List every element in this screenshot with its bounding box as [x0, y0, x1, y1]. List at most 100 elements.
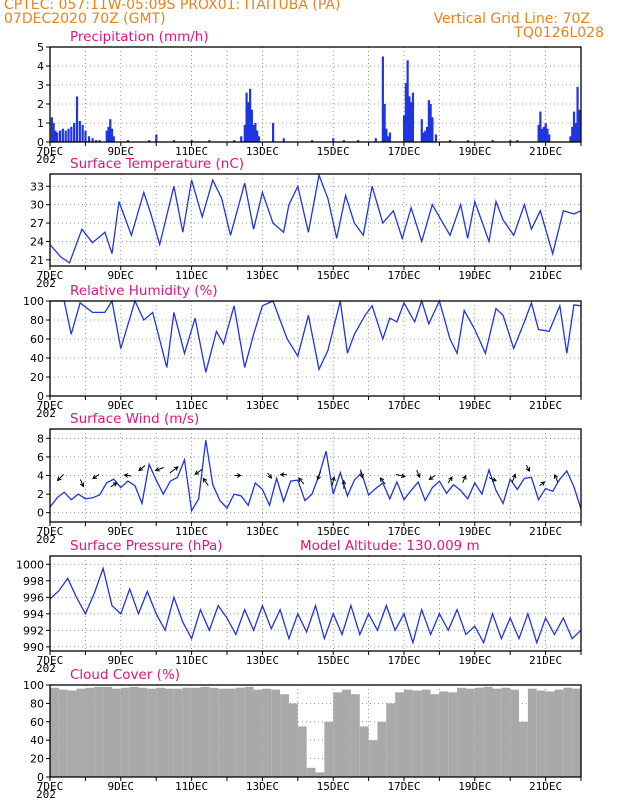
x-tick-label: 21DEC	[529, 145, 562, 158]
wind-arrow-head	[359, 473, 365, 479]
cloud-bar	[315, 772, 325, 777]
wind-arrow	[138, 465, 146, 471]
wind-arrow-head	[138, 466, 144, 472]
y-tick-label: 24	[30, 235, 44, 248]
precip-bar	[449, 140, 452, 142]
x-tick-label: 21DEC	[529, 654, 562, 667]
x-tick-label: 15DEC	[317, 525, 350, 538]
cloud-bar	[209, 687, 219, 777]
y-tick-label: 992	[23, 624, 44, 637]
cloud-bar	[377, 721, 387, 777]
cloud-bar	[76, 688, 86, 777]
x-tick-label: 19DEC	[458, 269, 491, 282]
precip-bar	[190, 140, 193, 142]
x-tick-label: 13DEC	[246, 399, 279, 412]
x-tick-label: 15DEC	[317, 145, 350, 158]
wind-arrow-head	[428, 475, 434, 480]
x-tick-label: 21DEC	[529, 269, 562, 282]
precip-bar	[148, 140, 151, 142]
precip-bar	[406, 60, 409, 142]
wind-arrow	[511, 474, 516, 483]
y-tick-label: 0	[37, 390, 44, 403]
cloud-bar	[448, 692, 458, 777]
x-year-label: 202	[36, 533, 56, 546]
precip-bar	[67, 128, 70, 142]
wind-arrow-head	[341, 479, 347, 485]
precip-bar	[75, 96, 79, 142]
cloud-bar	[138, 687, 148, 777]
wind-arrow-head	[173, 466, 179, 471]
y-tick-label: 6	[37, 451, 44, 464]
x-tick-label: 7DEC	[37, 525, 64, 538]
x-tick-label: 9DEC	[108, 654, 135, 667]
y-tick-label: 60	[30, 333, 44, 346]
cloud-bar	[439, 691, 449, 777]
y-tick-label: 20	[30, 753, 44, 766]
cloud-bar	[235, 687, 245, 777]
precip-bar	[247, 102, 250, 142]
precip-bar	[84, 130, 87, 142]
wind-arrow-head	[56, 476, 62, 482]
x-tick-label: 13DEC	[246, 525, 279, 538]
precip-bar	[282, 138, 285, 142]
cloud-bar	[191, 687, 201, 777]
precip-bar	[408, 96, 411, 142]
precip-bar	[410, 102, 413, 142]
x-tick-label: 21DEC	[529, 525, 562, 538]
wind-arrow	[331, 476, 335, 486]
precip-bar	[422, 132, 425, 142]
wind-arrow-head	[416, 473, 421, 479]
precip-bar	[569, 136, 572, 142]
panel-title: Precipitation (mm/h)	[70, 29, 209, 45]
y-tick-label: 20	[30, 371, 44, 384]
wind-arrow	[194, 468, 203, 475]
precip-bar	[542, 126, 546, 142]
wind-arrow	[429, 474, 436, 480]
x-tick-label: 9DEC	[108, 269, 135, 282]
header-model-code: TQ0126L028	[514, 25, 604, 41]
precip-bar	[245, 92, 248, 142]
y-tick-label: 1000	[16, 558, 44, 571]
precip-bar	[95, 140, 98, 142]
panel-title: Cloud Cover (%)	[70, 667, 180, 683]
x-tick-label: 9DEC	[108, 145, 135, 158]
wind-arrow-head	[236, 473, 242, 478]
y-tick-label: 0	[37, 507, 44, 520]
precip-bar	[54, 130, 57, 142]
plot-frame	[49, 428, 582, 523]
precip-bar	[107, 126, 110, 142]
precip-bar	[424, 130, 427, 142]
precip-bar	[571, 126, 574, 142]
precip-bar	[98, 140, 101, 142]
wind-arrow-head	[92, 474, 98, 480]
wind-arrow	[447, 476, 453, 484]
x-tick-label: 11DEC	[175, 269, 208, 282]
precip-bar	[256, 130, 259, 142]
cloud-bar	[288, 703, 298, 777]
cloud-bar	[545, 691, 555, 777]
plot-frame	[49, 173, 582, 267]
precip-bar	[81, 124, 84, 142]
x-tick-label: 7DEC	[37, 399, 64, 412]
precip-bar	[426, 126, 429, 142]
cloud-bar	[165, 688, 174, 777]
cloud-bar	[404, 689, 413, 777]
cloud-bar	[280, 694, 289, 777]
x-tick-label: 13DEC	[246, 780, 279, 793]
precip-bar	[411, 92, 415, 142]
header-date: 07DEC2020 70Z (GMT)	[4, 11, 166, 27]
wind-arrow	[202, 478, 209, 486]
precip-bar	[403, 115, 406, 142]
cloud-bar	[253, 689, 263, 777]
wind-arrow-head	[154, 467, 160, 472]
panel-title: Surface Pressure (hPa)	[70, 538, 223, 554]
cloud-bar	[67, 690, 77, 777]
precip-bar	[61, 128, 64, 142]
y-tick-label: 5	[37, 41, 44, 54]
header-grid-line: Vertical Grid Line: 70Z	[433, 11, 590, 27]
x-tick-label: 21DEC	[529, 780, 562, 793]
x-tick-label: 7DEC	[37, 269, 64, 282]
cloud-bar	[111, 688, 121, 777]
precip-bar	[420, 119, 423, 142]
y-tick-label: 2	[37, 98, 44, 111]
